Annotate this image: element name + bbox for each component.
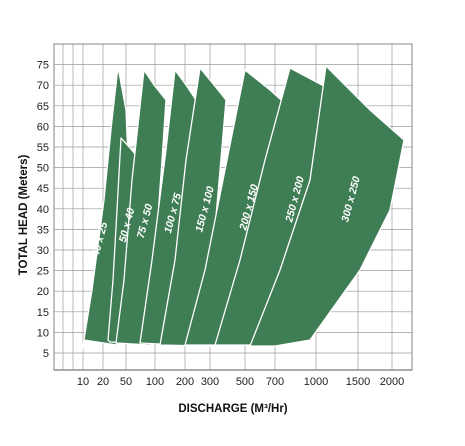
x-tick-label: 500 xyxy=(236,376,254,388)
x-tick-label: 1000 xyxy=(304,376,328,388)
x-axis-title: DISCHARGE (M³/Hr) xyxy=(178,403,287,415)
y-tick-label: 40 xyxy=(37,204,49,216)
x-tick-label: 50 xyxy=(120,376,132,388)
y-tick-label: 45 xyxy=(37,183,49,195)
y-tick-labels: 5 10 15 20 25 30 35 40 45 50 55 60 65 70 75 xyxy=(37,60,49,360)
x-tick-label: 2000 xyxy=(380,376,404,388)
y-tick-label: 20 xyxy=(37,286,49,298)
x-tick-label: 1500 xyxy=(346,376,370,388)
y-tick-label: 75 xyxy=(37,60,49,72)
pump-regions xyxy=(81,65,405,353)
y-tick-label: 5 xyxy=(43,348,49,360)
y-tick-label: 55 xyxy=(37,142,49,154)
pump-region-300x250 xyxy=(249,65,405,347)
y-tick-label: 35 xyxy=(37,224,49,236)
y-tick-label: 65 xyxy=(37,101,49,113)
x-tick-labels: 10 20 50 100 200 300 500 700 1000 1500 2000 xyxy=(77,376,404,388)
x-tick-label: 10 xyxy=(77,376,89,388)
y-tick-label: 70 xyxy=(37,80,49,92)
y-axis-title: TOTAL HEAD (Meters) xyxy=(18,154,30,275)
y-tick-label: 30 xyxy=(37,245,49,257)
x-tick-label: 700 xyxy=(266,376,284,388)
x-tick-label: 200 xyxy=(176,376,194,388)
y-tick-label: 25 xyxy=(37,266,49,278)
y-tick-label: 50 xyxy=(37,163,49,175)
x-tick-label: 100 xyxy=(146,376,164,388)
x-tick-label: 20 xyxy=(97,376,109,388)
y-tick-label: 60 xyxy=(37,121,49,133)
y-tick-label: 10 xyxy=(37,327,49,339)
x-tick-label: 300 xyxy=(201,376,219,388)
y-tick-label: 15 xyxy=(37,307,49,319)
